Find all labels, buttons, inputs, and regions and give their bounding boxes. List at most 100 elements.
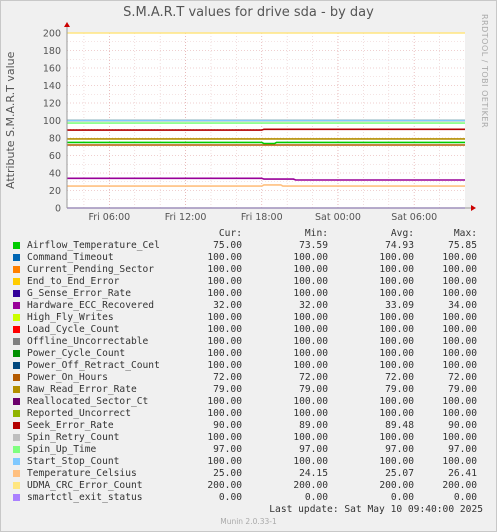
legend-min-value: 100.00 [293, 252, 328, 263]
legend-avg-value: 100.00 [379, 348, 414, 359]
legend-swatch [13, 242, 20, 249]
legend-swatch [13, 350, 20, 357]
legend-max-value: 100.00 [442, 252, 477, 263]
y-tick-label: 100 [43, 116, 61, 127]
series-line [67, 177, 465, 181]
y-tick-label: 40 [49, 169, 61, 180]
legend-avg-value: 100.00 [379, 432, 414, 443]
legend-avg-value: 100.00 [379, 264, 414, 275]
legend-series-name: Raw_Read_Error_Rate [27, 384, 137, 395]
legend-row: Command_Timeout 100.00 100.00 100.00 100.00 [10, 252, 480, 264]
chart-title: S.M.A.R.T values for drive sda - by day [123, 5, 374, 20]
legend-row: Seek_Error_Rate 90.00 89.00 89.48 90.00 [10, 420, 480, 432]
y-tick-label: 80 [49, 134, 61, 145]
legend-series-name: Start_Stop_Count [27, 456, 120, 467]
legend-cur-value: 100.00 [207, 396, 242, 407]
legend-min-value: 73.59 [299, 240, 328, 251]
x-tick-label: Sat 00:00 [315, 212, 361, 223]
legend-row: Power_Cycle_Count 100.00 100.00 100.00 100.0… [10, 348, 480, 360]
legend-swatch [13, 386, 20, 393]
legend-avg-value: 100.00 [379, 360, 414, 371]
legend-cur-value: 100.00 [207, 276, 242, 287]
legend-row: Spin_Up_Time 97.00 97.00 97.00 97.00 [10, 444, 480, 456]
legend-header-min: Min: [304, 228, 328, 239]
legend-avg-value: 89.48 [385, 420, 414, 431]
legend-max-value: 79.00 [448, 384, 477, 395]
x-tick-label: Fri 06:00 [88, 212, 130, 223]
legend-swatch [13, 278, 20, 285]
legend-max-value: 100.00 [442, 312, 477, 323]
legend-min-value: 0.00 [304, 492, 328, 503]
legend-avg-value: 33.09 [385, 300, 414, 311]
legend-series-name: Reported_Uncorrect [27, 408, 131, 419]
legend-cur-value: 100.00 [207, 312, 242, 323]
legend-series-name: Spin_Retry_Count [27, 432, 120, 443]
legend-cur-value: 200.00 [207, 480, 242, 491]
legend-cur-value: 25.00 [213, 468, 242, 479]
legend-cur-value: 100.00 [207, 288, 242, 299]
legend-cur-value: 72.00 [213, 372, 242, 383]
legend-row: UDMA_CRC_Error_Count 200.00 200.00 200.00 20… [10, 480, 480, 492]
legend-cur-value: 100.00 [207, 264, 242, 275]
legend-avg-value: 100.00 [379, 336, 414, 347]
legend-max-value: 72.00 [448, 372, 477, 383]
legend-series-name: UDMA_CRC_Error_Count [27, 480, 143, 491]
legend-min-value: 72.00 [299, 372, 328, 383]
last-update: Last update: Sat May 10 09:40:00 2025 [269, 504, 483, 515]
legend-series-name: Power_Cycle_Count [27, 348, 126, 359]
legend-min-value: 79.00 [299, 384, 328, 395]
legend-row: Load_Cycle_Count 100.00 100.00 100.00 100.00 [10, 324, 480, 336]
legend: Cur: Min: Avg: Max: Airflow_Temperature_… [10, 228, 480, 504]
legend-header: Cur: Min: Avg: Max: [10, 228, 480, 240]
y-tick-label: 60 [49, 151, 61, 162]
legend-min-value: 100.00 [293, 264, 328, 275]
legend-max-value: 100.00 [442, 456, 477, 467]
legend-series-name: Command_Timeout [27, 252, 114, 263]
y-tick-label: 140 [43, 81, 61, 92]
series-line [67, 128, 465, 131]
legend-avg-value: 74.93 [385, 240, 414, 251]
legend-series-name: Offline_Uncorrectable [27, 336, 149, 347]
legend-max-value: 97.00 [448, 444, 477, 455]
legend-min-value: 100.00 [293, 324, 328, 335]
legend-max-value: 100.00 [442, 276, 477, 287]
legend-min-value: 100.00 [293, 456, 328, 467]
series-line [67, 184, 465, 187]
legend-cur-value: 75.00 [213, 240, 242, 251]
legend-series-name: G_Sense_Error_Rate [27, 288, 131, 299]
legend-row: End_to_End_Error 100.00 100.00 100.00 100.00 [10, 276, 480, 288]
legend-row: Current_Pending_Sector 100.00 100.00 100.00… [10, 264, 480, 276]
x-tick-label: Fri 18:00 [241, 212, 283, 223]
legend-swatch [13, 446, 20, 453]
legend-row: smartctl_exit_status 0.00 0.00 0.00 0.00 [10, 492, 480, 504]
legend-row: Raw_Read_Error_Rate 79.00 79.00 79.00 79.00 [10, 384, 480, 396]
legend-cur-value: 100.00 [207, 432, 242, 443]
legend-swatch [13, 434, 20, 441]
legend-cur-value: 0.00 [218, 492, 242, 503]
legend-series-name: Airflow_Temperature_Cel [27, 240, 160, 251]
legend-max-value: 100.00 [442, 324, 477, 335]
legend-avg-value: 79.00 [385, 384, 414, 395]
y-tick-label: 0 [55, 204, 61, 215]
legend-cur-value: 100.00 [207, 456, 242, 467]
legend-swatch [13, 374, 20, 381]
legend-max-value: 90.00 [448, 420, 477, 431]
legend-max-value: 0.00 [453, 492, 477, 503]
legend-series-name: End_to_End_Error [27, 276, 120, 287]
x-tick-label: Sat 06:00 [391, 212, 437, 223]
legend-max-value: 100.00 [442, 264, 477, 275]
legend-max-value: 100.00 [442, 432, 477, 443]
legend-swatch [13, 494, 20, 501]
legend-cur-value: 100.00 [207, 348, 242, 359]
legend-header-max: Max: [453, 228, 477, 239]
legend-swatch [13, 458, 20, 465]
legend-min-value: 89.00 [299, 420, 328, 431]
legend-avg-value: 100.00 [379, 276, 414, 287]
y-tick-label: 20 [49, 186, 61, 197]
legend-swatch [13, 398, 20, 405]
legend-swatch [13, 422, 20, 429]
y-tick-label: 160 [43, 64, 61, 75]
legend-cur-value: 100.00 [207, 252, 242, 263]
legend-row: Spin_Retry_Count 100.00 100.00 100.00 100.00 [10, 432, 480, 444]
legend-swatch [13, 314, 20, 321]
